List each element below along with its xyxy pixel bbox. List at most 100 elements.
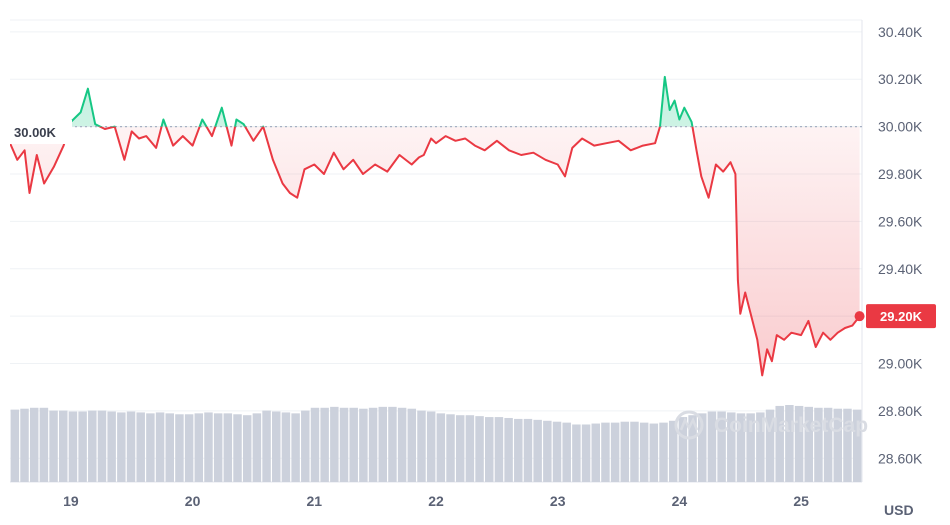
volume-bar — [649, 423, 659, 482]
volume-bar — [775, 405, 784, 482]
volume-bar — [823, 407, 833, 482]
volume-bar — [29, 407, 39, 482]
x-tick-label: 19 — [63, 493, 79, 509]
volume-bar — [330, 406, 339, 482]
volume-bar — [572, 424, 581, 482]
current-price-label: 29.20K — [880, 309, 923, 324]
currency-label: USD — [884, 502, 914, 518]
volume-bar — [465, 415, 475, 482]
volume-bar — [485, 417, 494, 482]
volume-bar — [601, 422, 610, 482]
volume-bar — [639, 422, 649, 482]
volume-bar — [10, 409, 20, 482]
volume-bar — [242, 415, 252, 482]
volume-bar — [426, 411, 436, 482]
volume-bar — [833, 408, 843, 482]
y-tick-label: 29.00K — [878, 356, 923, 372]
x-tick-label: 23 — [550, 493, 566, 509]
x-tick-label: 20 — [185, 493, 201, 509]
x-tick-label: 21 — [306, 493, 322, 509]
reference-label-bg — [0, 120, 72, 144]
volume-bar — [252, 413, 262, 482]
volume-bar — [717, 411, 726, 482]
volume-bar — [727, 412, 736, 482]
volume-bar — [504, 417, 513, 482]
volume-bar — [707, 411, 717, 482]
volume-bar — [581, 424, 591, 482]
volume-bar — [165, 413, 174, 482]
volume-bar — [552, 421, 562, 482]
x-tick-label: 25 — [793, 493, 809, 509]
volume-bar — [272, 411, 281, 482]
volume-bar — [620, 421, 630, 482]
volume-bar — [233, 414, 242, 482]
volume-bar — [843, 408, 852, 482]
volume-bar — [388, 406, 397, 482]
current-price-dot[interactable] — [854, 311, 865, 322]
volume-bar — [39, 407, 49, 482]
volume-bar — [746, 413, 755, 482]
volume-bar — [543, 420, 552, 482]
below-reference-fill — [10, 126, 860, 376]
y-tick-label: 30.00K — [878, 119, 923, 135]
coinmarketcap-logo-icon — [674, 410, 704, 440]
volume-bar — [397, 407, 407, 482]
volume-bar — [59, 410, 68, 482]
volume-bar — [339, 407, 349, 482]
y-tick-label: 29.60K — [878, 213, 923, 229]
volume-bar — [223, 413, 233, 482]
watermark-text: CoinMarketCap — [714, 414, 868, 437]
y-tick-label: 30.40K — [878, 24, 923, 40]
volume-bar — [736, 413, 746, 482]
volume-bar — [146, 413, 155, 482]
volume-bar — [291, 413, 300, 482]
y-tick-label: 29.80K — [878, 166, 923, 182]
current-price-badge-bg — [866, 304, 936, 329]
volume-bar — [852, 409, 862, 482]
volume-bar — [262, 410, 271, 482]
volume-bar — [378, 406, 387, 482]
volume-bar — [136, 412, 145, 482]
volume-bar — [368, 407, 378, 482]
y-axis: 30.40K 30.20K 30.00K 29.80K 29.60K 29.40K 29.2… — [878, 24, 923, 466]
volume-bar — [107, 411, 116, 482]
price-area-fill — [10, 76, 860, 376]
volume-bar — [301, 410, 310, 482]
y-tick-label: 28.80K — [878, 403, 923, 419]
y-tick-label: 29.40K — [878, 261, 923, 277]
volume-bar — [436, 413, 446, 482]
volume-bar — [446, 414, 455, 482]
volume-bar — [310, 407, 320, 482]
volume-bar — [591, 423, 600, 482]
watermark: CoinMarketCap — [674, 410, 868, 440]
y-tick-label: 28.60K — [878, 450, 923, 466]
volume-bar — [97, 410, 107, 482]
volume-bar — [659, 422, 668, 482]
x-axis: 19 20 21 22 23 24 25 — [63, 493, 809, 509]
volume-bar — [20, 408, 29, 482]
volume-bar — [184, 414, 194, 482]
volume-bar — [562, 422, 571, 482]
volume-bar — [213, 413, 223, 482]
x-tick-label: 24 — [672, 493, 688, 509]
volume-bar — [668, 420, 678, 482]
volume-bar — [475, 416, 484, 482]
volume-bar — [678, 417, 688, 482]
volume-bar — [204, 412, 213, 482]
volume-bar — [155, 412, 165, 482]
price-line-below — [10, 126, 861, 377]
volume-bar — [455, 415, 465, 482]
volume-bar — [349, 407, 358, 482]
price-line-above — [68, 75, 694, 127]
volume-bar — [688, 415, 697, 482]
volume-bars — [10, 405, 862, 482]
reference-label: 30.00K — [14, 125, 57, 140]
volume-bar — [804, 406, 813, 482]
volume-bar — [523, 418, 533, 482]
volume-bar — [814, 407, 823, 482]
y-tick-label: 30.20K — [878, 71, 923, 87]
volume-bar — [68, 411, 78, 482]
volume-bar — [630, 421, 639, 482]
volume-bar — [49, 410, 58, 482]
